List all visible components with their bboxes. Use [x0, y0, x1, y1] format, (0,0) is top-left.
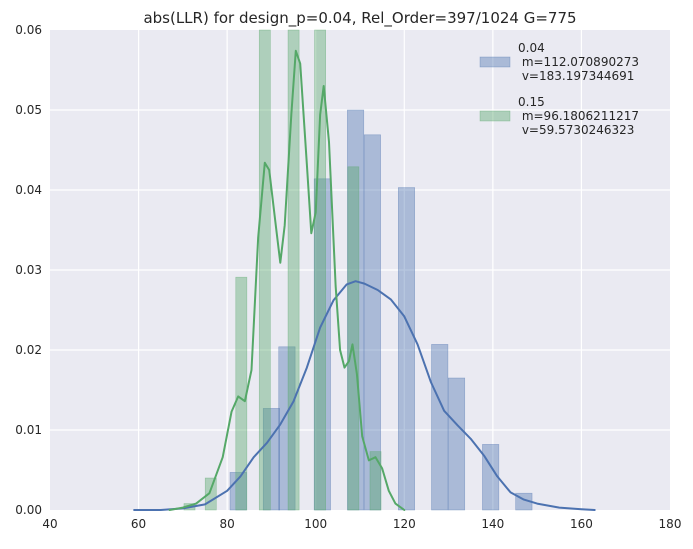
histogram-bar-series-1 — [314, 29, 326, 511]
histogram-bar-series-1 — [204, 477, 217, 511]
histogram-bar-series-1 — [347, 166, 360, 511]
legend: 0.04 m=112.070890273 v=183.197344691 0.15… — [479, 41, 639, 137]
legend-label-line: m=112.070890273 — [518, 55, 639, 69]
histogram-bar-series-1 — [287, 29, 300, 511]
y-tick-label: 0.04 — [15, 183, 42, 197]
y-tick-label: 0.00 — [15, 503, 42, 517]
kde-line-series-0 — [133, 280, 596, 511]
legend-label-line: m=96.1806211217 — [518, 109, 639, 123]
legend-swatch-series-0 — [479, 56, 511, 68]
x-tick-label: 120 — [393, 517, 416, 531]
x-tick-label: 100 — [304, 517, 327, 531]
tick-labels: 40 60 80 100 120 140 160 180 0.00 0.01 0.02 0.03 0.0… — [15, 23, 681, 531]
histogram-bar-series-0 — [448, 377, 466, 511]
kde-line-series-1 — [168, 49, 406, 511]
y-tick-label: 0.06 — [15, 23, 42, 37]
legend-label-line: 0.04 — [518, 41, 545, 55]
x-tick-label: 160 — [570, 517, 593, 531]
legend-label-line: v=59.5730246323 — [518, 123, 634, 137]
x-tick-label: 40 — [42, 517, 57, 531]
chart-title: abs(LLR) for design_p=0.04, Rel_Order=39… — [143, 9, 576, 28]
x-tick-label: 60 — [131, 517, 146, 531]
legend-label-line: v=183.197344691 — [518, 69, 634, 83]
x-tick-label: 180 — [659, 517, 682, 531]
histogram-bar-series-0 — [398, 187, 415, 511]
y-tick-label: 0.03 — [15, 263, 42, 277]
y-tick-label: 0.01 — [15, 423, 42, 437]
y-tick-label: 0.05 — [15, 103, 42, 117]
histogram-bar-series-0 — [482, 444, 500, 511]
histogram-bar-series-0 — [278, 346, 296, 511]
histogram-bar-series-1 — [258, 29, 271, 511]
kde-curves — [133, 49, 596, 511]
histogram-bar-series-0 — [431, 344, 449, 511]
x-tick-label: 140 — [481, 517, 504, 531]
legend-swatch-series-1 — [479, 110, 511, 122]
x-tick-label: 80 — [220, 517, 235, 531]
histogram-bars — [183, 29, 533, 511]
legend-label-line: 0.15 — [518, 95, 545, 109]
histogram-bar-series-0 — [262, 408, 280, 511]
y-tick-label: 0.02 — [15, 343, 42, 357]
histogram-bar-series-1 — [369, 451, 382, 511]
